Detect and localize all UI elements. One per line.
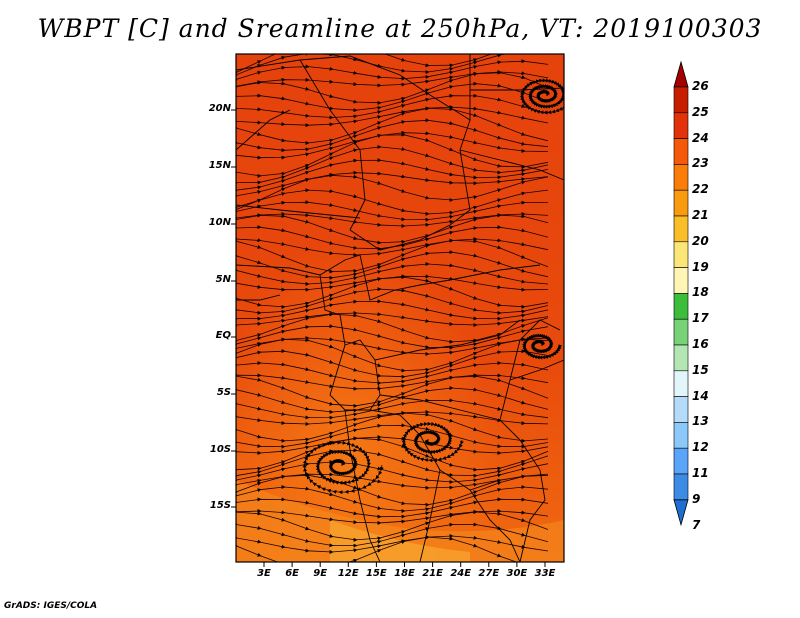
x-axis-label: 33E	[534, 568, 556, 579]
colorbar-segment	[673, 422, 689, 449]
colorbar-label: 9	[692, 491, 701, 506]
wbpt-field	[236, 54, 564, 562]
colorbar-label: 18	[692, 285, 709, 300]
colorbar-label: 13	[692, 414, 709, 429]
colorbar-segment	[673, 473, 689, 501]
colorbar-segment	[673, 241, 689, 268]
y-axis-label: EQ	[215, 330, 231, 341]
x-axis-label: 15E	[366, 568, 387, 579]
streamlines	[236, 54, 564, 562]
colorbar-label: 24	[692, 130, 709, 145]
colorbar-label: 21	[692, 208, 709, 222]
axis-ticks	[231, 109, 546, 567]
colorbar-segment	[673, 370, 689, 397]
colorbar-segment	[673, 189, 689, 217]
y-axis-label: 10S	[209, 444, 231, 455]
colorbar-label: 23	[692, 156, 709, 171]
colorbar-label: 22	[692, 182, 709, 197]
colorbar-segment	[673, 215, 689, 243]
colorbar-top-arrow	[673, 60, 689, 88]
x-axis-label: 21E	[422, 568, 443, 579]
x-axis-label: 30E	[506, 568, 528, 579]
y-axis-label: 5N	[215, 274, 231, 285]
colorbar-label: 25	[692, 104, 709, 119]
colorbar-segment	[673, 112, 689, 139]
y-axis-label: 20N	[208, 103, 231, 114]
x-axis-label: 9E	[313, 568, 328, 579]
credit-text: GrADS: IGES/COLA	[4, 601, 98, 611]
y-axis-label: 15N	[208, 160, 231, 171]
colorbar-label: 20	[692, 233, 709, 248]
x-axis-label: 12E	[337, 568, 359, 579]
colorbar-label: 14	[692, 388, 709, 403]
colorbar-label: 12	[692, 440, 709, 455]
colorbar-segment	[673, 396, 689, 423]
colorbar-segment	[673, 267, 689, 294]
x-axis-label: 24E	[450, 568, 472, 579]
colorbar-label: 17	[692, 311, 709, 326]
colorbar-label: 11	[692, 466, 709, 480]
colorbar	[673, 60, 689, 527]
map-title: WBPT [C] and Sreamline at 250hPa, VT: 20…	[37, 14, 763, 43]
y-axis-label: 15S	[209, 500, 231, 511]
colorbar-segment	[673, 344, 689, 372]
y-axis-label: 10N	[208, 217, 231, 228]
colorbar-segment	[673, 86, 689, 114]
country-borders	[236, 54, 564, 562]
colorbar-label: 16	[692, 337, 709, 351]
colorbar-segment	[673, 164, 689, 191]
colorbar-bottom-arrow	[673, 499, 689, 527]
colorbar-segment	[673, 138, 689, 165]
x-axis-label: 27E	[478, 568, 500, 579]
colorbar-label: 26	[692, 79, 709, 93]
colorbar-segment	[673, 318, 689, 346]
y-axis-label: 5S	[216, 387, 231, 398]
x-axis-label: 6E	[285, 568, 299, 579]
x-axis-label: 18E	[394, 568, 415, 579]
colorbar-segment	[673, 447, 689, 475]
plot-frame	[235, 53, 565, 563]
colorbar-label: 15	[692, 362, 709, 377]
colorbar-segment	[673, 293, 689, 320]
x-axis-label: 3E	[257, 568, 271, 579]
colorbar-label: 19	[692, 259, 709, 274]
colorbar-label: 7	[692, 517, 701, 532]
